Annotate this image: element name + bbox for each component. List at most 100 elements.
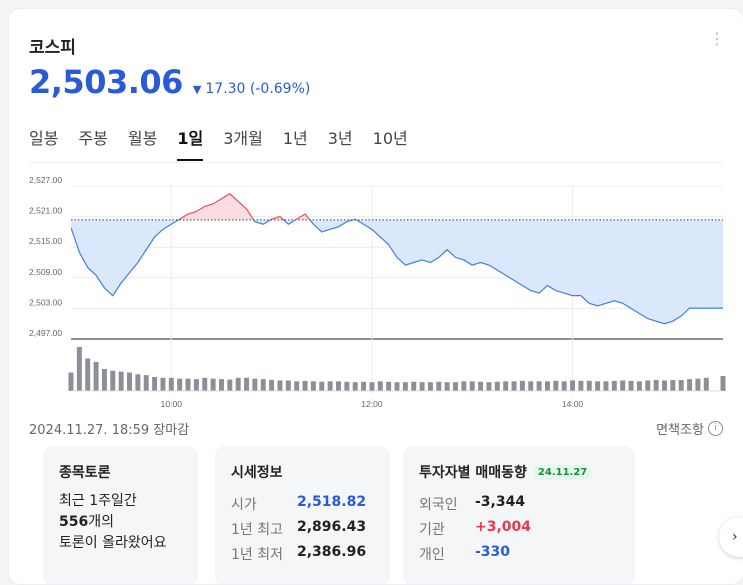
volume-bar [536, 381, 542, 391]
volume-bar [595, 381, 601, 391]
y-tick-label: 2,515.00 [29, 236, 62, 246]
investor-value: +3,004 [475, 519, 532, 535]
volume-bar [570, 380, 576, 391]
investor-trading-card[interactable]: 투자자별 매매동향 24.11.27 외국인 -3,344 기관 +3,004 개… [403, 446, 635, 584]
y-tick-label: 2,497.00 [29, 328, 62, 338]
chevron-right-icon[interactable]: › [719, 517, 743, 557]
volume-bar [645, 380, 651, 391]
investor-row: 기관 +3,004 [419, 519, 531, 539]
tab-10year[interactable]: 10년 [372, 129, 408, 148]
volume-bar [703, 377, 709, 391]
volume-bar [369, 382, 375, 391]
volume-bar [519, 380, 525, 391]
volume-bar [101, 369, 107, 391]
tab-monthly-candle[interactable]: 월봉 [127, 129, 158, 148]
volume-bar [411, 381, 417, 391]
volume-bar [118, 371, 124, 391]
volume-bar [561, 381, 567, 391]
market-info-value: 2,896.43 [297, 519, 367, 535]
disclaimer-link[interactable]: 면책조항 i [656, 419, 723, 438]
info-circle-icon: i [708, 421, 723, 436]
tab-3year[interactable]: 3년 [327, 129, 353, 148]
y-tick-label: 2,527.00 [29, 175, 62, 185]
volume-bar [662, 380, 667, 391]
market-info-value: 2,518.82 [297, 494, 367, 510]
tab-1day[interactable]: 1일 [177, 125, 204, 161]
volume-bar [344, 381, 350, 391]
volume-bar [285, 380, 291, 391]
volume-bar [76, 347, 82, 391]
intraday-chart[interactable]: 2,527.00 2,521.00 2,515.00 2,509.00 2,503.00… [9, 169, 743, 414]
volume-bar [553, 380, 559, 391]
volume-bar [394, 382, 400, 391]
volume-bar [436, 381, 442, 391]
volume-bar [611, 380, 617, 391]
tab-daily-candle[interactable]: 일봉 [29, 129, 59, 148]
market-info-card[interactable]: 시세정보 시가 2,518.82 1년 최고 2,896.43 1년 최저 2,… [215, 446, 390, 584]
volume-bar [294, 381, 300, 391]
tab-weekly-candle[interactable]: 주봉 [78, 129, 108, 148]
volume-bar [227, 379, 233, 391]
volume-bar [427, 382, 433, 391]
tab-3month[interactable]: 3개월 [223, 129, 263, 148]
volume-bar [85, 358, 91, 391]
volume-bar [160, 377, 166, 391]
investor-row: 개인 -330 [419, 544, 510, 564]
as-of-timestamp: 2024.11.27. 18:59 장마감 [29, 423, 190, 438]
volume-bar [653, 380, 659, 391]
volume-bar [235, 377, 241, 391]
period-tabs: 일봉 주봉 월봉 1일 3개월 1년 3년 10년 [29, 125, 428, 161]
volume-bar [352, 382, 358, 391]
price-line-down [71, 219, 723, 325]
y-tick-label: 2,521.00 [29, 206, 62, 216]
investor-value: -330 [475, 544, 511, 560]
discussion-summary: 최근 1주일간 556개의 토론이 올라왔어요 [59, 491, 167, 554]
x-tick-label: 12:00 [361, 399, 383, 409]
volume-bar [578, 380, 584, 391]
triangle-down-icon: ▼ [192, 83, 202, 96]
volume-bar [135, 374, 141, 391]
volume-bar [336, 381, 341, 391]
volume-bar [193, 379, 199, 391]
volume-bar [511, 381, 517, 391]
index-title[interactable]: 코스피 [29, 38, 76, 58]
volume-bar [386, 381, 392, 391]
volume-bar [143, 375, 149, 391]
market-info-value: 2,386.96 [297, 544, 367, 560]
investor-label: 기관 [419, 522, 445, 538]
investor-label: 외국인 [419, 497, 458, 513]
volume-bar [361, 381, 367, 391]
volume-bar [168, 377, 174, 391]
price-row: 2,503.06 ▼ 17.30 (-0.69%) [29, 63, 310, 101]
volume-bar [494, 381, 500, 391]
tab-1year[interactable]: 1년 [282, 129, 308, 148]
discussion-card[interactable]: 종목토론 최근 1주일간 556개의 토론이 올라왔어요 [43, 446, 198, 584]
more-vertical-icon[interactable]: ⋮ [709, 29, 725, 48]
discussion-count: 556 [59, 514, 89, 530]
investor-title: 투자자별 매매동향 24.11.27 [419, 462, 593, 482]
volume-bar [503, 381, 509, 391]
market-info-label: 시가 [231, 497, 257, 513]
volume-bar [244, 377, 250, 391]
current-price: 2,503.06 [29, 63, 183, 101]
volume-bar [277, 380, 283, 391]
discussion-count-suffix: 개의 [88, 514, 114, 530]
volume-bar [603, 381, 609, 391]
stock-card: 코스피 ⋮ 2,503.06 ▼ 17.30 (-0.69%) 일봉 주봉 월봉… [8, 8, 743, 585]
volume-bar [93, 361, 99, 391]
volume-bar [695, 378, 701, 391]
volume-bar [586, 380, 592, 391]
date-badge: 24.11.27 [532, 465, 593, 480]
volume-bar [260, 379, 266, 391]
volume-bar [720, 376, 726, 391]
y-tick-label: 2,509.00 [29, 267, 62, 277]
price-line-up [177, 192, 358, 220]
investor-row: 외국인 -3,344 [419, 494, 525, 514]
price-change: 17.30 (-0.69%) [205, 81, 311, 97]
y-tick-label: 2,503.00 [29, 297, 62, 307]
discussion-title: 종목토론 [59, 465, 111, 481]
market-info-row: 1년 최고 2,896.43 [231, 519, 366, 539]
volume-bar [218, 379, 224, 391]
volume-bar [419, 382, 425, 391]
tabs-divider [29, 162, 723, 163]
